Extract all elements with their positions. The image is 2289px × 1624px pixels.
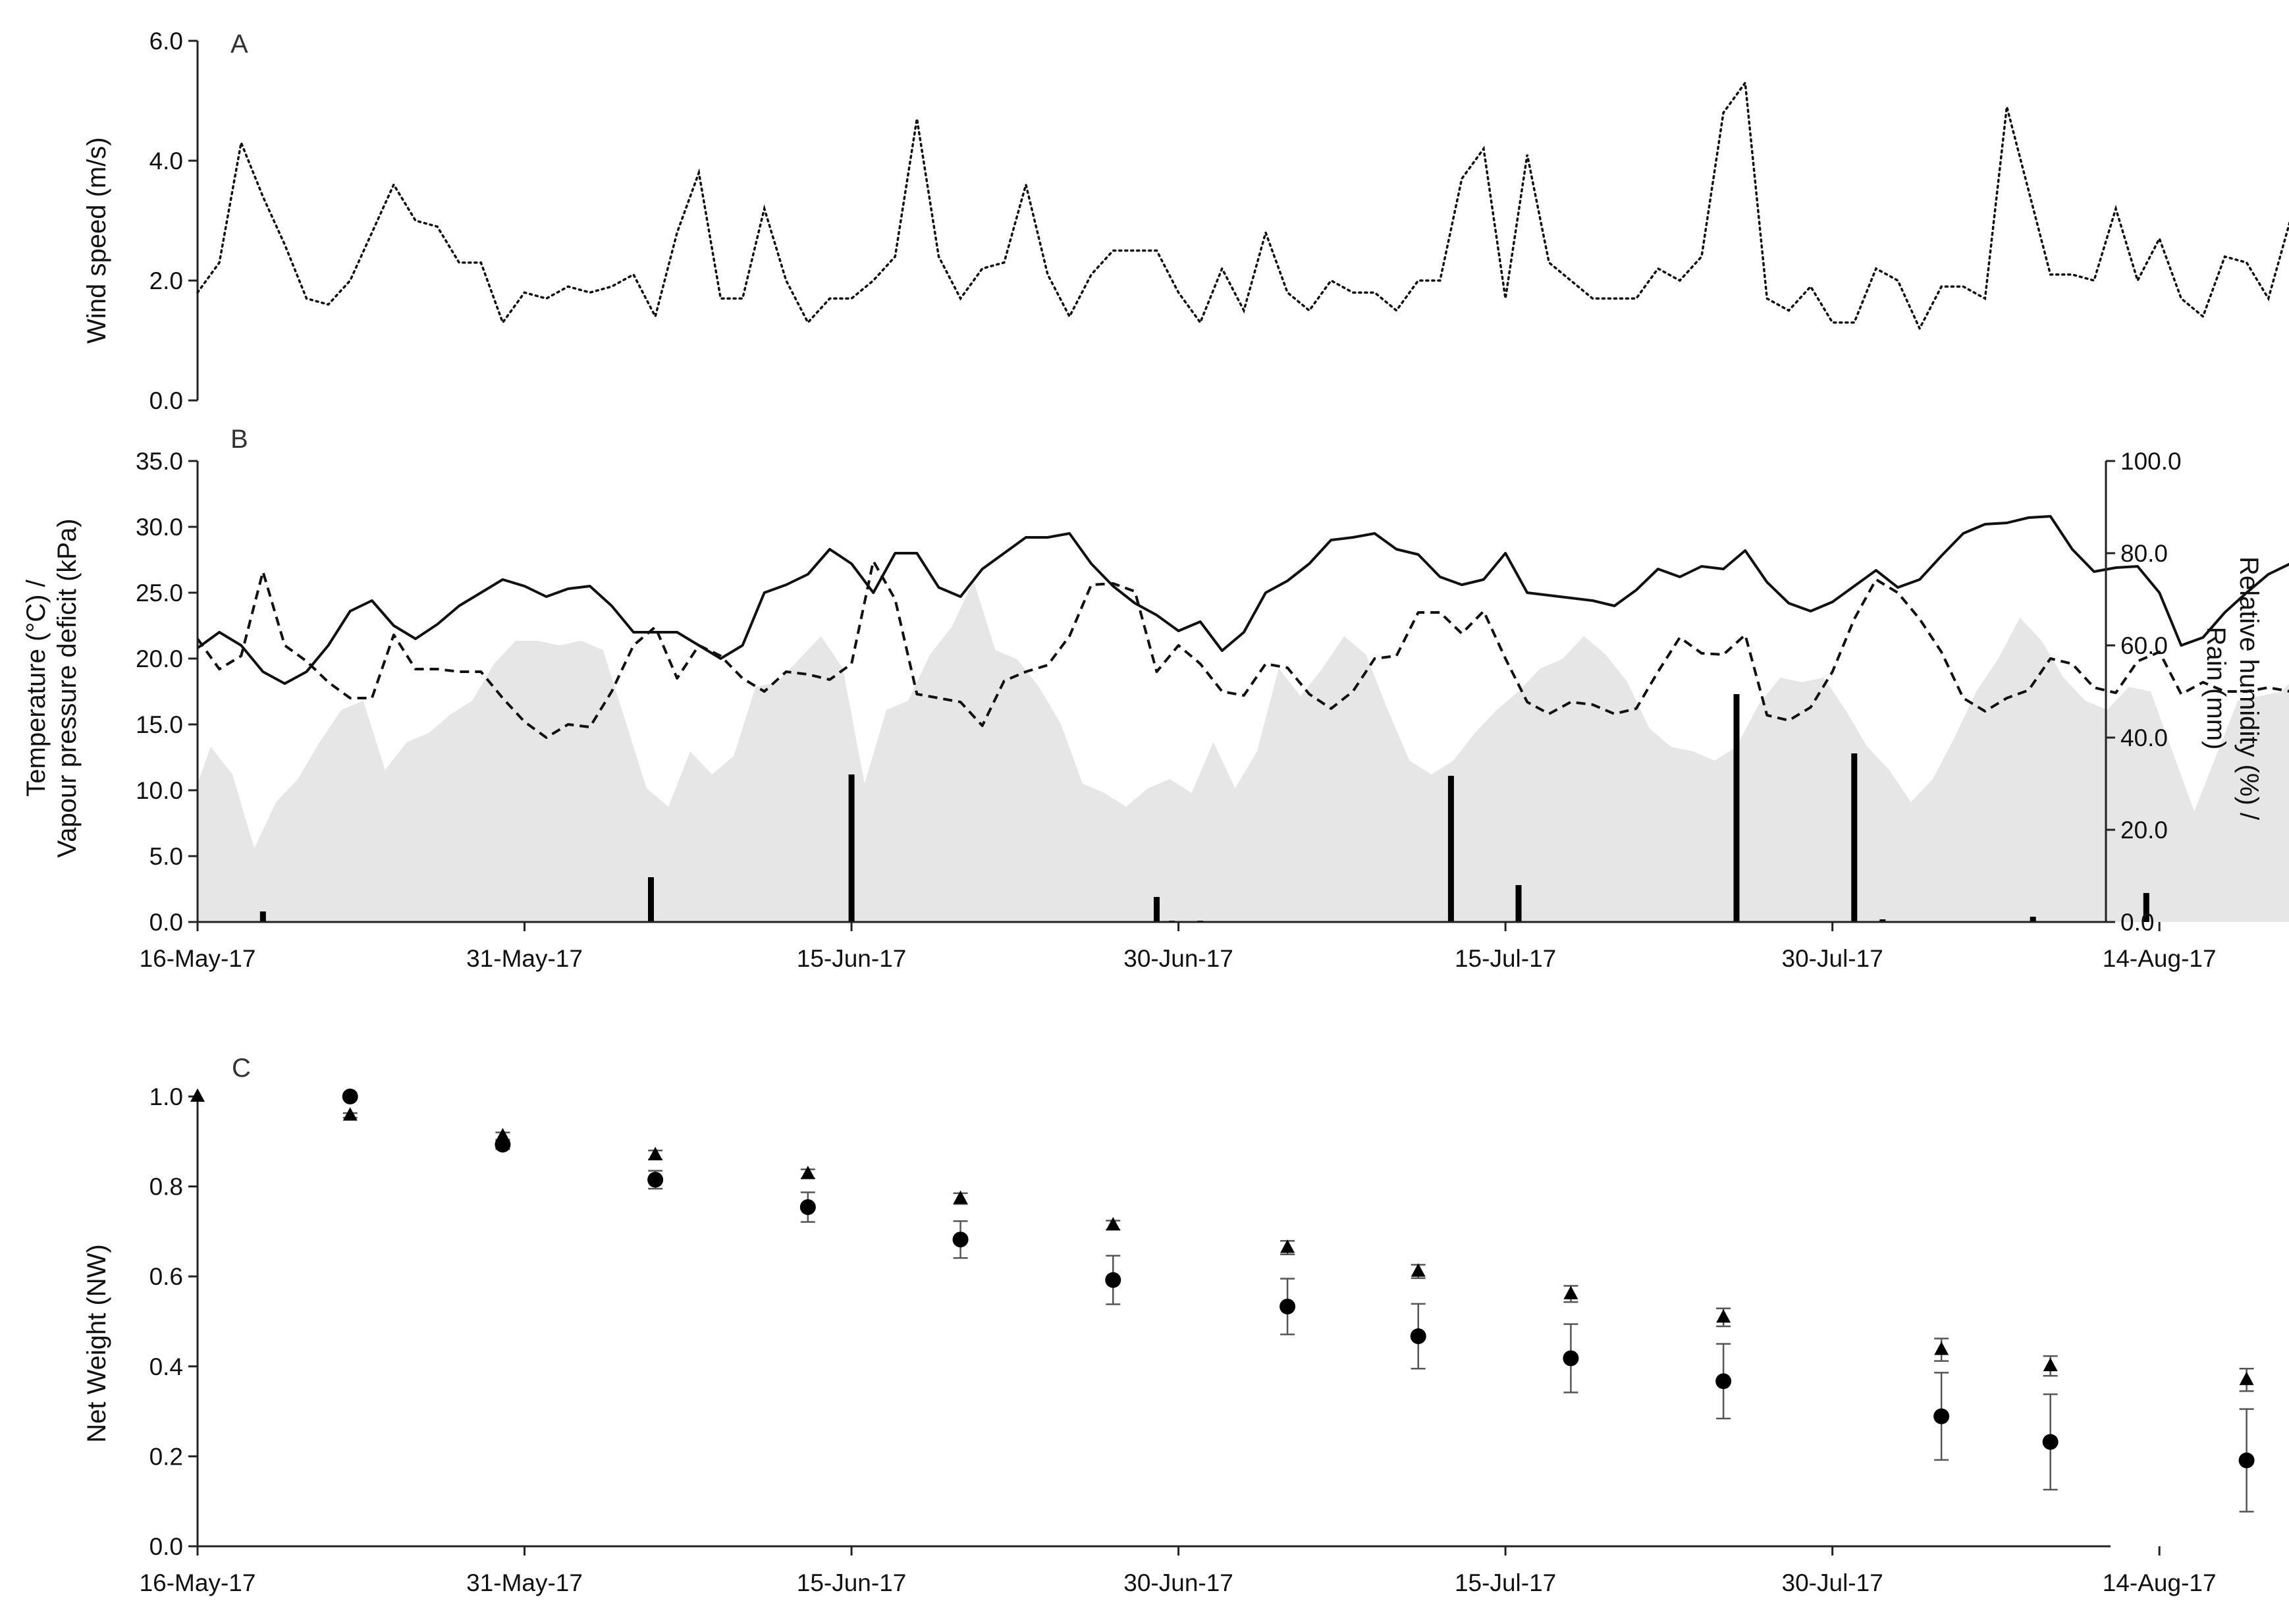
panel-c-triangle-point (190, 1088, 205, 1102)
panel-b-x-tick-label: 31-May-17 (466, 945, 583, 972)
panel-c-y-tick-label: 0.6 (149, 1263, 183, 1290)
panel-c-x-tick-label: 15-Jun-17 (797, 1569, 907, 1596)
panel-b-relative-humidity-area (198, 581, 2289, 922)
panel-c-x-tick-label: 14-Aug-17 (2103, 1569, 2217, 1596)
panel-c-y-axis-title: Net Weight (NW) (82, 1244, 111, 1443)
panel-c-y-tick-label: 0.2 (149, 1443, 183, 1470)
panel-c-y-tick-label: 1.0 (149, 1083, 183, 1110)
panel-b-x-tick-label: 16-May-17 (140, 945, 256, 972)
panel-b-right-tick-label: 60.0 (2120, 632, 2168, 659)
panel-c-circle-point (1933, 1408, 1950, 1424)
panel-b-left-tick-label: 10.0 (136, 777, 183, 804)
panel-b-rain-bar (1851, 753, 1858, 922)
panel-b-left-tick-label: 15.0 (136, 711, 183, 738)
panel-c-circle-point (1715, 1373, 1732, 1390)
panel-c-circle-point (2042, 1434, 2059, 1450)
panel-b-rain-bar (2030, 917, 2036, 922)
panel-b-rain-bar (1154, 897, 1160, 922)
panel-c-net-weight: 0.0 0.2 0.4 0.6 0.8 1.0 16-May-17 31-May-17 15-J… (140, 1083, 2255, 1596)
panel-a-wind-speed: 0.0 2.0 4.0 6.0 (149, 28, 2289, 414)
panel-c-triangle-point (1411, 1263, 1426, 1277)
panel-c-circle-point (1410, 1328, 1426, 1345)
panel-b-right-tick-label: 40.0 (2120, 724, 2168, 751)
panel-b-left-tick-label: 0.0 (149, 909, 183, 936)
panel-c-triangle-point (1280, 1239, 1295, 1253)
panel-b-weather: 0.0 5.0 10.0 15.0 20.0 25.0 30.0 35.0 0.0 20.0 40.… (136, 448, 2289, 972)
panel-c-x-tick-label: 31-May-17 (466, 1569, 583, 1596)
panel-c-x-tick-label: 30-Jun-17 (1123, 1569, 1233, 1596)
panel-b-left-tick-label: 30.0 (136, 514, 183, 541)
panel-c-triangle-point (2043, 1357, 2058, 1372)
panel-b-left-axis-title-line2: Vapour pressure deficit (kPa) (53, 518, 82, 857)
panel-label-b: B (230, 425, 248, 454)
panel-a-y-tick-label: 2.0 (149, 267, 183, 294)
panel-b-x-tick-label: 15-Jun-17 (797, 945, 907, 972)
panel-b-x-tick-label: 30-Jul-17 (1782, 945, 1883, 972)
panel-c-triangle-point (1716, 1309, 1731, 1323)
panel-c-x-tick-label: 16-May-17 (140, 1569, 256, 1596)
panel-label-c: C (232, 1054, 251, 1083)
panel-c-triangle-point (495, 1127, 510, 1142)
panel-c-triangle-point (1934, 1341, 1949, 1355)
panel-b-rain-bar (1733, 694, 1740, 922)
panel-b-rain-bar (848, 774, 855, 922)
panel-b-rain-bar (1515, 885, 1522, 922)
panel-c-triangle-point (648, 1147, 663, 1160)
panel-c-y-tick-label: 0.0 (149, 1533, 183, 1560)
panel-b-left-tick-label: 20.0 (136, 645, 183, 672)
panel-b-rain-bar (1879, 919, 1886, 922)
panel-c-triangle-point (953, 1190, 968, 1204)
panel-b-x-tick-label: 15-Jul-17 (1455, 945, 1556, 972)
panel-c-triangle-point (1106, 1216, 1121, 1231)
panel-b-rain-bar (2143, 893, 2149, 922)
panel-c-circle-point (799, 1199, 816, 1216)
panel-a-y-tick-label: 6.0 (149, 28, 183, 55)
panel-b-right-tick-label: 0.0 (2120, 909, 2154, 936)
panel-b-left-axis-title-line1: Temperature (°C) / (22, 579, 51, 796)
panel-c-triangle-point (1563, 1286, 1578, 1299)
panel-c-circle-point (2238, 1452, 2255, 1469)
panel-c-triangle-point (342, 1107, 358, 1121)
panel-c-triangle-point (800, 1166, 815, 1179)
panel-b-right-axis-title-line2: Rain (mm) (2201, 627, 2230, 750)
panel-a-wind-speed-line (196, 79, 2289, 331)
panel-c-circle-point (647, 1172, 664, 1188)
panel-a-y-tick-label: 0.0 (149, 387, 183, 414)
panel-b-right-tick-label: 100.0 (2120, 448, 2182, 475)
panel-c-y-tick-label: 0.4 (149, 1353, 183, 1380)
panel-c-circle-point (1279, 1298, 1296, 1314)
panel-b-right-tick-label: 80.0 (2120, 540, 2168, 567)
panel-c-circle-point (952, 1232, 969, 1248)
panel-b-right-tick-label: 20.0 (2120, 817, 2168, 844)
panel-c-triangle-point (2239, 1371, 2254, 1386)
panel-b-vpd-line (196, 560, 2289, 739)
panel-b-left-tick-label: 5.0 (149, 843, 183, 870)
panel-b-left-tick-label: 35.0 (136, 448, 183, 475)
panel-b-temperature-line (196, 515, 2289, 685)
panel-b-rain-bar (259, 911, 266, 922)
panel-b-right-axis-title-line1: Relative humidity (%) / (2234, 556, 2263, 821)
panel-c-x-tick-label: 15-Jul-17 (1455, 1569, 1556, 1596)
panel-b-x-tick-label: 14-Aug-17 (2103, 945, 2217, 972)
panel-c-x-tick-label: 30-Jul-17 (1782, 1569, 1883, 1596)
panel-c-circle-point (1563, 1350, 1579, 1367)
panel-a-y-axis-title: Wind speed (m/s) (82, 137, 111, 343)
panel-label-a: A (230, 30, 248, 59)
panel-c-circle-point (342, 1089, 358, 1104)
panel-a-y-tick-label: 4.0 (149, 148, 183, 175)
panel-c-y-tick-label: 0.8 (149, 1174, 183, 1201)
panel-b-rain-bar (1447, 776, 1454, 922)
panel-b-rain-bar (648, 877, 654, 922)
panel-c-circle-point (1105, 1272, 1121, 1288)
panel-b-left-tick-label: 25.0 (136, 580, 183, 607)
panel-b-x-tick-label: 30-Jun-17 (1123, 945, 1233, 972)
